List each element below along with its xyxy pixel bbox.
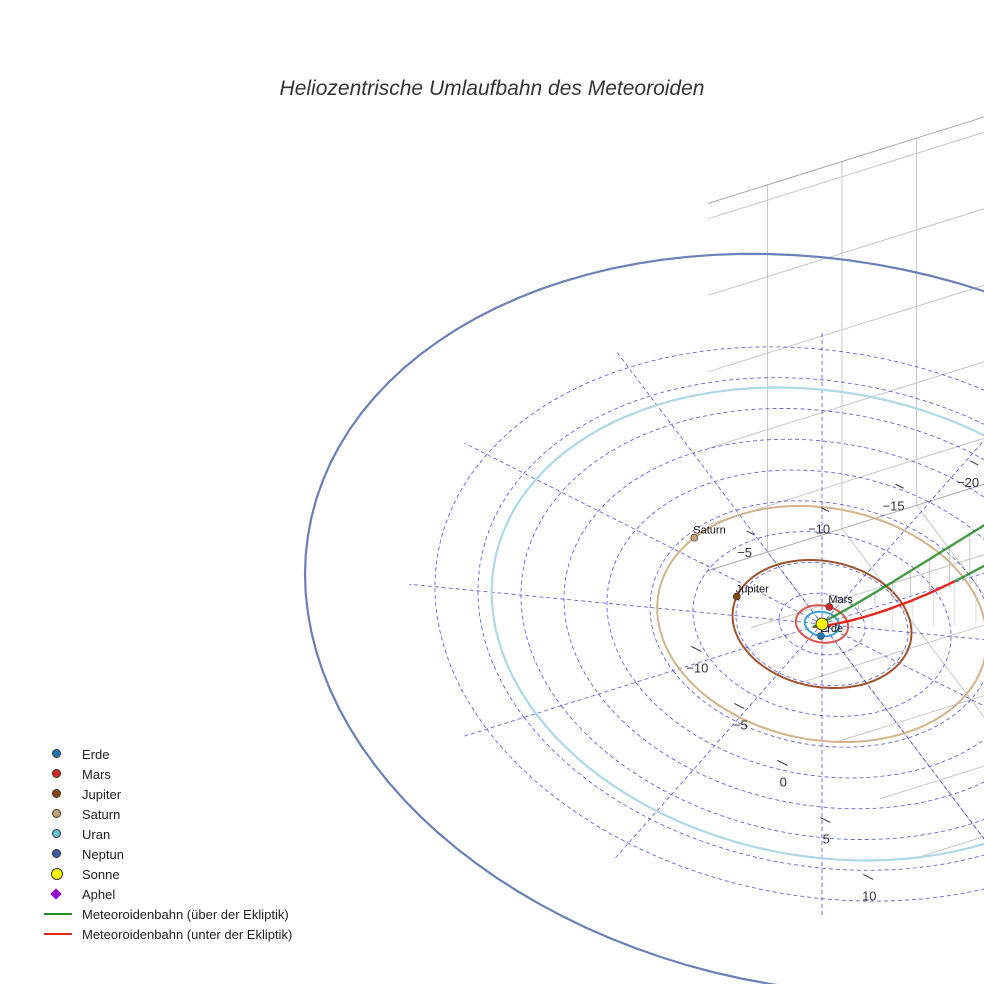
planet-marker-saturn: [690, 533, 699, 542]
wall-grid-line: [707, 361, 984, 449]
ecliptic-grid-spoke: [464, 623, 823, 737]
legend-label-jupiter: Jupiter: [82, 786, 122, 802]
legend-label-erde: Erde: [82, 746, 110, 762]
legend-label-aphel: Aphel: [82, 886, 116, 902]
x-tick-label: −20: [957, 475, 979, 490]
ecliptic-grid-ring: [477, 377, 984, 871]
ecliptic-grid-spoke: [821, 623, 984, 840]
orbit-neptun: [303, 252, 984, 984]
y-tick-mark: [820, 816, 831, 823]
legend-marker-mars: [44, 764, 74, 784]
planet-marker-erde: [817, 632, 825, 640]
ecliptic-grid-spoke: [821, 623, 984, 707]
x-tick-label: −5: [737, 545, 752, 560]
planet-marker-mars: [825, 603, 834, 611]
legend-label-uran: Uran: [82, 826, 111, 842]
x-tick-mark: [820, 507, 830, 513]
ecliptic-grid-spoke: [464, 442, 823, 625]
y-tick-label: −10: [686, 660, 708, 675]
legend-label-saturn: Saturn: [82, 806, 121, 822]
planet-marker-jupiter: [732, 592, 741, 601]
legend-item-sonne[interactable]: Sonne: [44, 864, 292, 884]
legend-marker-aphel: [44, 884, 74, 904]
ecliptic-grid-spoke: [821, 439, 984, 625]
y-tick-label: 10: [862, 888, 876, 903]
floor-grid-line: [793, 624, 984, 686]
x-tick-mark: [969, 460, 979, 466]
planet-label-jupiter: Jupiter: [736, 583, 769, 595]
legend-marker-erde: [44, 744, 74, 764]
floor-grid-line: [922, 836, 984, 857]
ecliptic-grid-ring: [563, 438, 984, 810]
planet-label-saturn: Saturn: [693, 525, 725, 537]
y-tick-label: 5: [823, 831, 830, 846]
meteoroid-orbit-below: [813, 580, 956, 628]
planet-label-mars: Mars: [828, 594, 853, 606]
orbit-saturn: [656, 505, 984, 743]
legend-item-erde[interactable]: Erde: [44, 744, 292, 764]
ecliptic-grid-ring: [520, 408, 984, 840]
legend-marker-meteoroid-above: [44, 904, 74, 924]
legend-item-meteoroid-below[interactable]: Meteoroidenbahn (unter der Ekliptik): [44, 924, 292, 944]
sun-marker: [815, 617, 829, 631]
y-tick-mark: [734, 702, 745, 709]
y-tick-label: −5: [733, 717, 748, 732]
x-tick-mark: [895, 483, 904, 489]
legend-label-neptun: Neptun: [82, 846, 124, 862]
x-tick-mark: [746, 530, 755, 536]
legend-item-aphel[interactable]: Aphel: [44, 884, 292, 904]
ecliptic-grid: [409, 331, 984, 917]
legend-marker-sonne: [44, 864, 74, 884]
legend-label-mars: Mars: [82, 766, 111, 782]
floor-grid-line: [916, 505, 984, 596]
ecliptic-grid-spoke: [615, 623, 823, 859]
orbit-jupiter: [731, 559, 913, 689]
x-tick-label: −15: [883, 498, 905, 513]
ecliptic-grid-spoke: [409, 583, 823, 625]
box-edge: [707, 116, 984, 205]
wall-grid-line: [707, 208, 984, 296]
y-tick-mark: [863, 873, 874, 880]
box-edge: [707, 483, 984, 572]
3d-box-grid: [707, 116, 984, 857]
legend-label-sonne: Sonne: [82, 866, 120, 882]
floor-grid-line: [836, 695, 984, 743]
legend-marker-uran: [44, 824, 74, 844]
floor-grid-line: [841, 528, 984, 718]
legend-item-uran[interactable]: Uran: [44, 824, 292, 844]
orbit-mars: [794, 604, 850, 644]
x-tick-label: −10: [808, 522, 830, 537]
ecliptic-grid-ring: [434, 346, 984, 902]
legend-item-meteoroid-above[interactable]: Meteoroidenbahn (über der Ekliptik): [44, 904, 292, 924]
legend-marker-saturn: [44, 804, 74, 824]
y-tick-mark: [777, 759, 788, 766]
orbit-uran: [490, 386, 984, 862]
ecliptic-grid-spoke: [615, 350, 823, 625]
y-tick-label: 0: [780, 774, 787, 789]
legend-marker-jupiter: [44, 784, 74, 804]
chart-title: Heliozentrische Umlaufbahn des Meteoroid…: [280, 77, 705, 100]
legend-marker-neptun: [44, 844, 74, 864]
legend-label-meteoroid-above: Meteoroidenbahn (über der Ekliptik): [82, 906, 289, 922]
legend-item-jupiter[interactable]: Jupiter: [44, 784, 292, 804]
wall-grid-line: [707, 284, 984, 373]
legend-marker-meteoroid-below: [44, 924, 74, 944]
legend-item-neptun[interactable]: Neptun: [44, 844, 292, 864]
floor-grid-line: [879, 765, 984, 800]
wall-grid-line: [707, 131, 984, 220]
legend: Erde Mars Jupiter Saturn Uran Neptun Son…: [44, 744, 292, 944]
legend-label-meteoroid-below: Meteoroidenbahn (unter der Ekliptik): [82, 926, 293, 942]
wall-grid-line: [707, 437, 984, 526]
planet-orbits: [303, 252, 984, 984]
y-tick-mark: [691, 645, 702, 652]
legend-item-saturn[interactable]: Saturn: [44, 804, 292, 824]
legend-item-mars[interactable]: Mars: [44, 764, 292, 784]
